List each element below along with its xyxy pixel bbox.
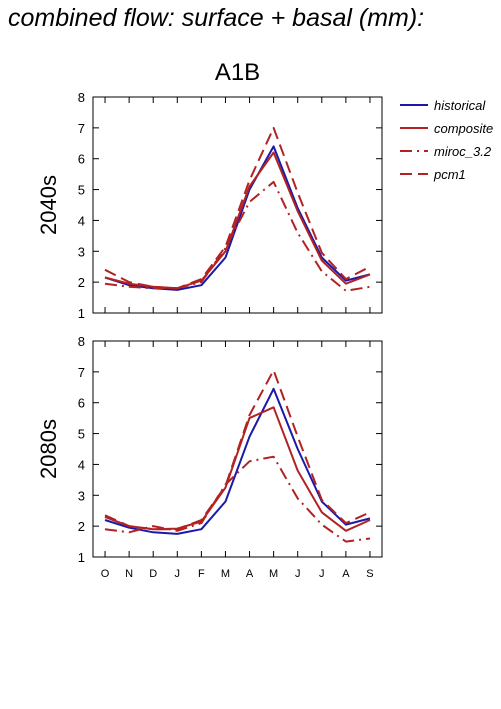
y-tick-label: 6	[78, 396, 85, 411]
y-tick-label: 3	[78, 244, 85, 259]
x-tick-label: M	[221, 568, 230, 580]
series-line-historical	[104, 145, 371, 291]
y-tick-label: 6	[78, 152, 85, 167]
legend-label: composite	[434, 121, 493, 136]
x-tick-label: O	[101, 568, 110, 580]
y-tick-label: 7	[78, 365, 85, 380]
x-tick-label: A	[246, 568, 254, 580]
y-tick-label: 8	[78, 90, 85, 105]
x-tick-label: J	[295, 568, 301, 580]
y-tick-label: 4	[78, 213, 85, 228]
panels-group: 1 2 3 4 5 6 7 8 2040s 1 2 3 4 5 6 7 8 2080s O N D J F M A M J J A S	[36, 90, 383, 580]
series-line-pcm1	[104, 126, 371, 290]
panel-label: 2040s	[36, 175, 61, 235]
y-tick-label: 3	[78, 488, 85, 503]
legend: historical composite miroc_3.2 pcm1	[400, 98, 493, 182]
y-tick-label: 2	[78, 519, 85, 534]
y-tick-label: 7	[78, 121, 85, 136]
x-tick-label: M	[269, 568, 278, 580]
legend-label: miroc_3.2	[434, 144, 492, 159]
x-tick-label: N	[125, 568, 133, 580]
panel-2040s: 1 2 3 4 5 6 7 8 2040s	[36, 90, 383, 321]
x-tick-label: J	[319, 568, 325, 580]
y-tick-label: 5	[78, 183, 85, 198]
y-tick-label: 4	[78, 457, 85, 472]
figure-title: combined flow: surface + basal (mm):	[8, 4, 425, 32]
y-tick-label: 8	[78, 334, 85, 349]
x-tick-label: S	[366, 568, 373, 580]
series-line-pcm1	[104, 369, 371, 531]
x-tick-label: J	[175, 568, 181, 580]
panel-label: 2080s	[36, 419, 61, 479]
panel-frame	[92, 96, 383, 314]
legend-label: historical	[434, 98, 486, 113]
panel-frame	[92, 340, 383, 558]
legend-label: pcm1	[433, 167, 466, 182]
series-line-miroc-3-2	[104, 180, 371, 292]
y-tick-label: 5	[78, 427, 85, 442]
y-tick-label: 2	[78, 275, 85, 290]
x-tick-label: D	[149, 568, 157, 580]
series-line-composite	[104, 151, 371, 290]
x-tick-label: A	[342, 568, 350, 580]
y-tick-label: 1	[78, 550, 85, 565]
series-line-historical	[104, 387, 371, 535]
panel-2080s: 1 2 3 4 5 6 7 8 2080s	[36, 334, 383, 565]
scenario-title: A1B	[215, 59, 260, 86]
y-tick-label: 1	[78, 306, 85, 321]
x-tick-label: F	[198, 568, 205, 580]
series-line-miroc-3-2	[104, 455, 371, 543]
